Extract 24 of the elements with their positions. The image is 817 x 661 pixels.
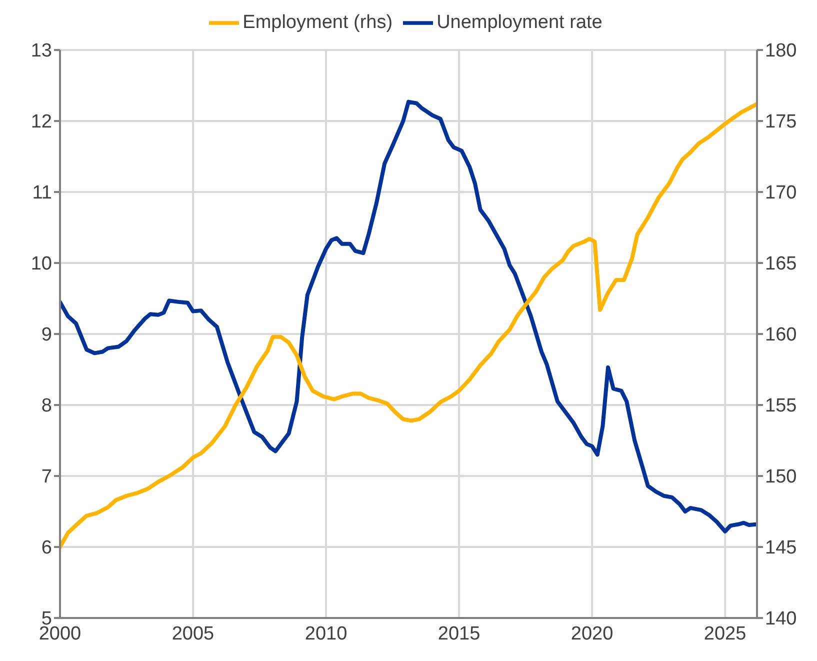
y2-tick-label: 150 xyxy=(765,466,797,488)
y-tick-label: 9 xyxy=(41,324,52,346)
x-tick-label: 2020 xyxy=(570,623,614,644)
x-tick-label: 2015 xyxy=(438,623,480,644)
y-tick-label: 7 xyxy=(41,466,52,488)
y2-tick-label: 170 xyxy=(765,182,797,204)
x-tick-label: 2005 xyxy=(172,623,214,644)
x-tick-label: 2025 xyxy=(704,623,746,644)
y2-tick-label: 155 xyxy=(765,396,797,417)
y2-tick-label: 140 xyxy=(765,608,797,630)
y-tick-label: 12 xyxy=(30,112,52,133)
y2-tick-label: 145 xyxy=(765,538,797,559)
x-tick-label: 2010 xyxy=(304,623,348,644)
y2-tick-label: 160 xyxy=(765,324,797,346)
y-tick-label: 13 xyxy=(30,40,52,62)
y2-tick-label: 165 xyxy=(765,254,797,275)
legend-label: Unemployment rate xyxy=(436,12,602,34)
y-tick-label: 10 xyxy=(30,254,52,275)
y-tick-label: 8 xyxy=(41,396,52,417)
y2-tick-label: 180 xyxy=(765,40,797,62)
y-tick-label: 6 xyxy=(41,538,52,559)
y-tick-label: 11 xyxy=(32,182,52,204)
legend-label: Employment (rhs) xyxy=(242,12,393,34)
y2-tick-label: 175 xyxy=(765,112,797,133)
